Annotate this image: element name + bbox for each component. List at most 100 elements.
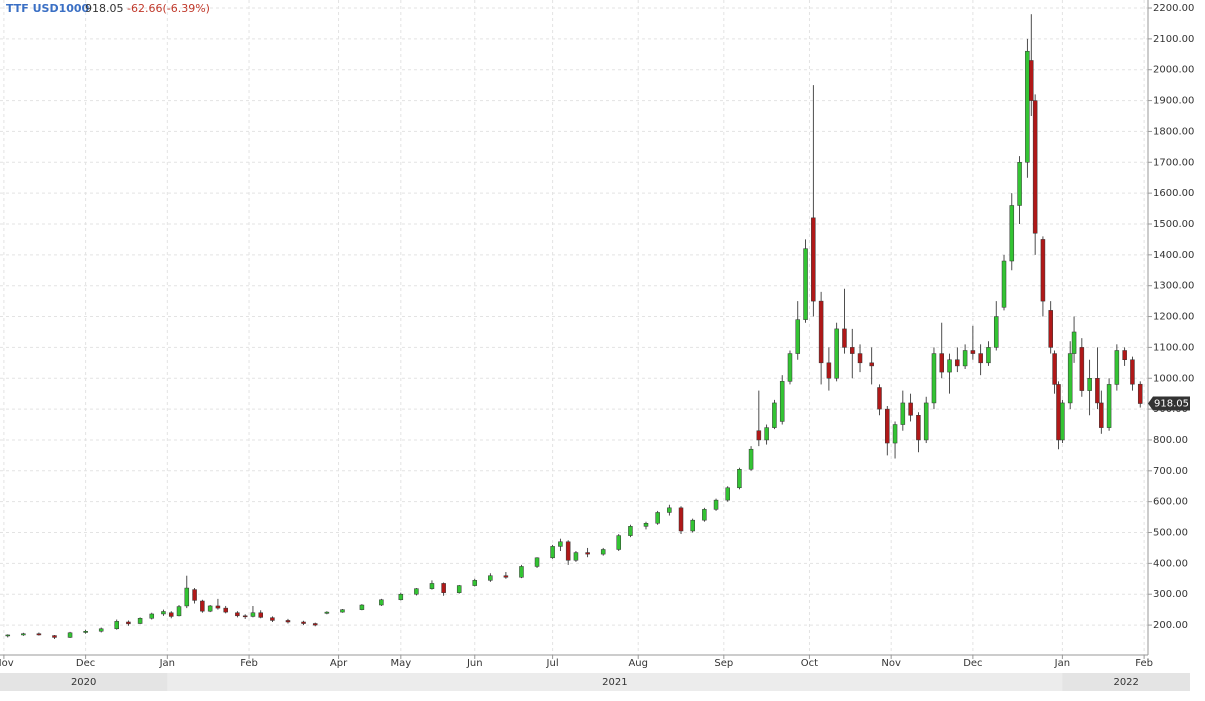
candle-body (818, 300, 824, 364)
candle-body (916, 415, 921, 441)
candle-body (585, 552, 590, 555)
candle-body (1122, 350, 1127, 360)
candle-body (834, 328, 839, 379)
y-tick-label: 1500.00 (1153, 219, 1194, 230)
y-tick-label: 1200.00 (1153, 312, 1194, 323)
candle-body (200, 600, 205, 612)
candle-body (1099, 402, 1104, 428)
candle-body (655, 512, 660, 524)
candle-body (787, 353, 793, 382)
y-tick-label: 300.00 (1153, 589, 1188, 600)
y-tick-label: 1800.00 (1153, 126, 1194, 137)
y-tick-label: 1600.00 (1153, 188, 1194, 199)
candle-body (986, 347, 991, 364)
candle-body (826, 362, 832, 379)
candle-body (939, 353, 944, 373)
candle-body (877, 387, 882, 410)
x-tick-label: May (390, 658, 411, 669)
candle-body (98, 628, 104, 632)
candle-body (137, 618, 143, 624)
candle-body (713, 499, 719, 510)
candle-body (600, 549, 606, 555)
candle-body (678, 507, 684, 532)
candle-body (83, 630, 88, 633)
candle-body (21, 633, 26, 636)
x-tick-label: Oct (801, 658, 818, 669)
x-tick-label: Feb (240, 658, 258, 669)
candle-body (52, 635, 57, 638)
candle-body (1052, 353, 1057, 385)
candle-body (1048, 310, 1053, 348)
candle-body (359, 604, 365, 610)
candle-body (1130, 359, 1135, 385)
candle-body (340, 609, 345, 613)
candle-body (923, 402, 929, 441)
last-price-tag-label: 918.05 (1154, 399, 1189, 410)
candle-body (1032, 100, 1038, 234)
y-tick-label: 1400.00 (1153, 250, 1194, 261)
candle-body (690, 519, 695, 532)
candle-body (503, 575, 509, 578)
x-tick-label: Sep (714, 658, 733, 669)
candle-body (1106, 384, 1112, 428)
y-tick-label: 600.00 (1153, 497, 1188, 508)
candle-body (643, 523, 649, 527)
x-tick-label: Nov (0, 658, 14, 669)
x-tick-label: Dec (963, 658, 982, 669)
candle-body (565, 541, 571, 561)
candle-body (192, 589, 197, 601)
candle-body (223, 607, 228, 613)
candle-body (616, 535, 622, 550)
x-tick-label: Apr (330, 658, 348, 669)
candle-body (1071, 331, 1077, 354)
y-tick-label: 1700.00 (1153, 157, 1194, 168)
y-tick-label: 800.00 (1153, 435, 1188, 446)
candle-body (258, 612, 263, 618)
candle-body (488, 575, 493, 581)
candle-body (885, 408, 890, 444)
candle-body (795, 319, 801, 354)
candle-body (947, 359, 952, 373)
year-label: 2022 (1113, 677, 1138, 688)
candle-body (1025, 50, 1030, 163)
y-tick-label: 200.00 (1153, 620, 1188, 631)
x-tick-label: Feb (1135, 658, 1153, 669)
x-tick-label: Jan (159, 658, 175, 669)
y-tick-label: 1100.00 (1153, 342, 1194, 353)
candle-body (1087, 378, 1092, 391)
candle-body (67, 632, 73, 638)
candle-body (550, 546, 555, 559)
candle-body (869, 362, 874, 367)
x-tick-label: Jul (546, 658, 559, 669)
year-label: 2021 (602, 677, 627, 688)
candle-body (379, 599, 384, 606)
candle-body (1017, 162, 1022, 206)
candle-body (285, 620, 291, 623)
candle-body (811, 217, 816, 302)
candle-body (702, 509, 707, 521)
candle-body (1001, 260, 1007, 308)
candle-body (429, 583, 435, 589)
candle-body (149, 613, 155, 619)
candle-body (970, 350, 976, 354)
year-label: 2020 (71, 677, 96, 688)
candle-body (931, 353, 937, 404)
candle-body (1079, 347, 1085, 391)
candle-body (1060, 402, 1065, 441)
candle-body (803, 248, 808, 320)
candle-body (900, 402, 906, 425)
candle-body (301, 621, 306, 624)
year-segment (167, 673, 1063, 691)
candle-body (235, 612, 240, 617)
candle-body (962, 350, 968, 367)
candle-body (36, 633, 42, 636)
candle-body (114, 621, 119, 630)
symbol: TTF USD1000 (6, 2, 90, 15)
candle-body (764, 427, 769, 441)
candle-body (1009, 205, 1015, 262)
candle-body (1067, 353, 1073, 404)
candle-body (978, 353, 983, 364)
candle-body (126, 621, 131, 625)
candle-body (398, 593, 404, 601)
